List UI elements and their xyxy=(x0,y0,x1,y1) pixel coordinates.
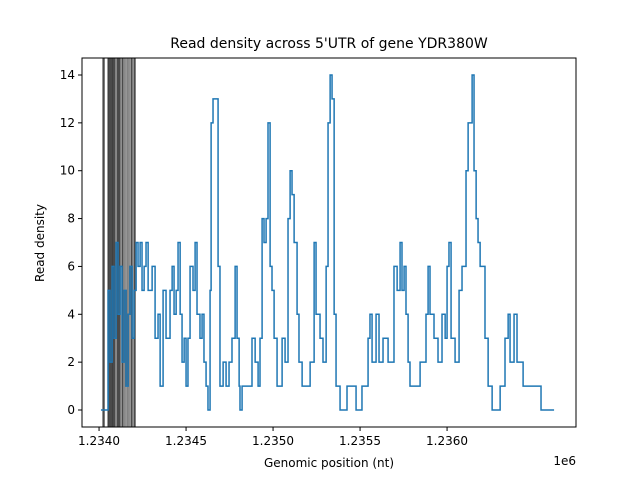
x-tick-label: 1.2360 xyxy=(426,434,468,448)
data-line xyxy=(100,74,555,411)
y-tick-label: 14 xyxy=(60,68,75,82)
y-axis-label: Read density xyxy=(33,204,47,282)
x-tick-label: 1.2350 xyxy=(252,434,294,448)
y-tick-label: 4 xyxy=(67,307,75,321)
y-tick-label: 10 xyxy=(60,164,75,178)
x-tick-label: 1.2340 xyxy=(78,434,120,448)
x-tick-label: 1.2345 xyxy=(165,434,207,448)
y-tick-label: 8 xyxy=(67,212,75,226)
x-axis-label: Genomic position (nt) xyxy=(264,456,394,470)
y-tick-label: 0 xyxy=(67,403,75,417)
chart-title: Read density across 5'UTR of gene YDR380… xyxy=(170,36,488,52)
x-offset-label: 1e6 xyxy=(553,454,576,468)
plot-frame xyxy=(81,57,577,428)
y-tick-label: 6 xyxy=(67,259,75,273)
y-tick-label: 12 xyxy=(60,116,75,130)
y-tick-label: 2 xyxy=(67,355,75,369)
x-tick-label: 1.2355 xyxy=(339,434,381,448)
